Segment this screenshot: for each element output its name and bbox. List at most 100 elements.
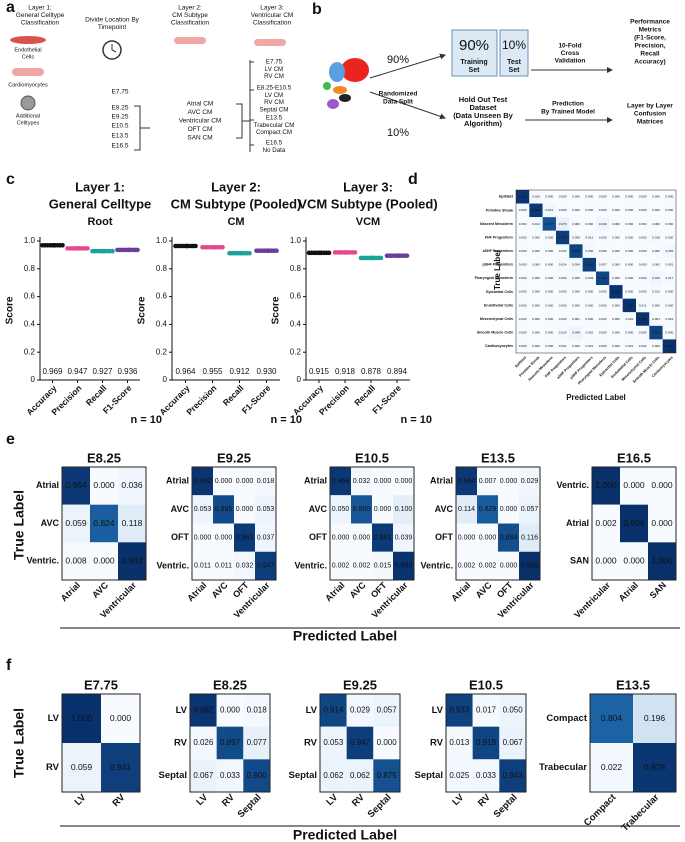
heat-cell	[556, 339, 570, 353]
row-label: Epiblast	[499, 195, 514, 199]
timepoint: E7.75	[112, 89, 129, 96]
heat-cell	[498, 495, 519, 524]
flow-arrows	[369, 29, 613, 123]
heat-cell	[609, 312, 623, 326]
cell-label: 0.014	[532, 222, 540, 226]
cell-label: 0.114	[458, 506, 475, 513]
cell-label: 0.000	[572, 303, 580, 307]
cell-label: 0.983	[395, 563, 413, 570]
cell-label: 0.036	[121, 480, 143, 490]
cell-label: 0.000	[625, 222, 633, 226]
dot	[101, 248, 106, 254]
cell-label: 0.000	[545, 263, 553, 267]
y-tick-label: 0.4	[156, 320, 168, 329]
heat-cell	[622, 339, 636, 353]
cell-label: 0.000	[332, 534, 350, 541]
cell-label: 0.000	[652, 222, 660, 226]
heat-cell	[649, 230, 663, 245]
heat-cell	[213, 523, 234, 552]
cell-label: 0.000	[545, 276, 553, 280]
heat-cell	[456, 495, 477, 524]
cell-label: 0.000	[572, 195, 580, 199]
vcm-group: LV CM	[265, 66, 283, 73]
heat-cell	[213, 495, 234, 524]
heat-cell	[255, 467, 276, 496]
heat-cell	[590, 743, 633, 792]
y-tick-label: 0	[31, 375, 36, 384]
heat-cell	[609, 190, 623, 204]
row-label: Septal	[288, 770, 317, 781]
matrix-border	[319, 693, 401, 793]
heat-cell	[529, 244, 543, 258]
heat-cell	[556, 325, 570, 340]
cell-label: 0.059	[71, 762, 93, 772]
heat-cell	[569, 325, 583, 340]
cell-label: 0.914	[323, 705, 344, 714]
cell-label: 0.029	[521, 478, 539, 485]
cell-label: 0.000	[612, 263, 620, 267]
heat-cell	[662, 271, 676, 286]
cell-label: 0.919	[476, 738, 497, 747]
cell-label: 0.000	[652, 263, 660, 267]
cell-label: 0.000	[519, 235, 527, 239]
cell-label: 0.000	[585, 317, 593, 321]
cell-label: 0.922	[599, 276, 607, 280]
chart-title: Layer 1:	[75, 179, 125, 194]
cell-label: 0.000	[215, 534, 233, 541]
heat-cell	[393, 467, 414, 496]
cell-label: 0.900	[247, 771, 268, 780]
heat-cell	[636, 339, 650, 353]
cell-label: 0.000	[572, 222, 580, 226]
heat-cell	[192, 551, 213, 580]
cell-label: 0.964	[458, 478, 476, 485]
cell-label: 0.007	[479, 478, 497, 485]
cell-label: 0.031	[545, 208, 553, 212]
heat-cell	[609, 325, 623, 340]
y-tick-label: 0.8	[290, 264, 302, 273]
cell-label: 0.000	[623, 555, 645, 565]
heat-cell	[609, 230, 623, 245]
cell-label: 0.000	[665, 208, 673, 212]
heat-cell	[556, 312, 570, 326]
cell-label: 0.000	[665, 195, 673, 199]
heat-cell	[446, 694, 473, 727]
cell-label: 0.000	[559, 290, 567, 294]
y-tick-label: 0.2	[290, 347, 302, 356]
vcm-group: Septal CM	[260, 107, 289, 114]
heat-cell	[622, 298, 636, 313]
cell-label: 0.002	[479, 563, 497, 570]
panel-letter: e	[6, 431, 15, 448]
y-tick-label: 0.8	[24, 264, 36, 273]
cell-label: 0.000	[665, 330, 673, 334]
cell-label: 1.000	[71, 713, 93, 723]
cell-label: 0.875	[377, 771, 398, 780]
cell-label: 0.982	[193, 705, 214, 714]
dot	[247, 250, 252, 256]
metrics-label: (F1-Score,	[634, 35, 666, 42]
axis-label: True Label	[11, 708, 27, 778]
heat-cell	[529, 325, 543, 340]
row-label: Septal	[414, 770, 443, 781]
cell-label: 0.057	[377, 705, 398, 714]
heat-cell	[609, 285, 623, 299]
cell-label: Cardiomyocytes	[8, 82, 48, 88]
x-tick-label: Recall	[352, 383, 377, 408]
cm-subtype: AVC CM	[188, 109, 213, 116]
chart-title: E9.25	[217, 450, 251, 465]
heat-cell	[596, 339, 610, 353]
value-label: 0.936	[117, 367, 138, 376]
cell-label: 0.000	[479, 534, 497, 541]
cell-label: 0.067	[193, 771, 214, 780]
layer-title: Classification	[253, 20, 292, 27]
cell-label: 0.000	[585, 208, 593, 212]
cell-label: 0.000	[545, 317, 553, 321]
column-label: RV	[110, 792, 127, 809]
y-tick-label: 0.4	[24, 320, 36, 329]
heat-cell	[556, 217, 570, 231]
cell-label: 0.000	[572, 208, 580, 212]
heat-cell	[330, 467, 351, 496]
heat-cell	[662, 285, 676, 299]
timepoint: E10.5	[112, 123, 129, 130]
cell-label: 0.000	[519, 330, 527, 334]
matrix-border	[61, 693, 141, 793]
